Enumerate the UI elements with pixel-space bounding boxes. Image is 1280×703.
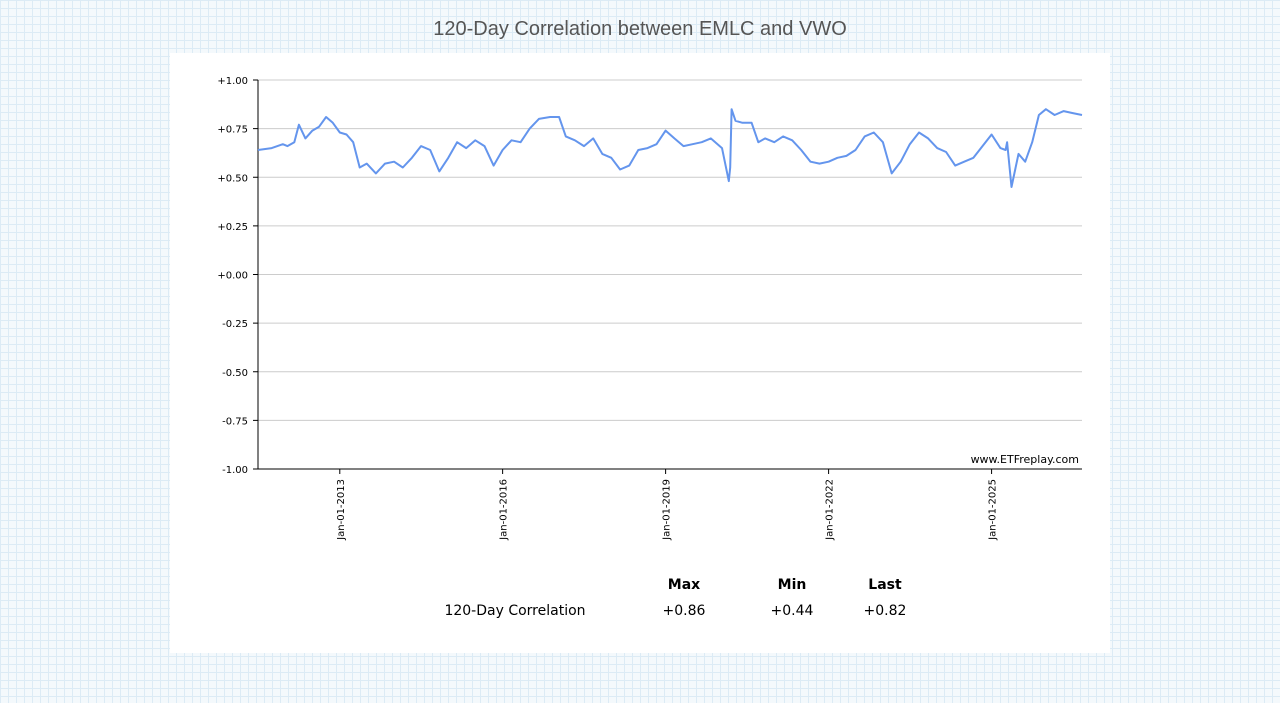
x-tick-label: Jan-01-2016 bbox=[499, 479, 510, 541]
y-tick-label: +0.75 bbox=[217, 125, 248, 136]
x-tick-label: Jan-01-2025 bbox=[988, 479, 999, 541]
y-tick-label: -0.75 bbox=[222, 416, 248, 427]
stats-row-label: 120-Day Correlation bbox=[444, 603, 586, 619]
y-tick-label: -0.25 bbox=[222, 319, 248, 330]
stats-max-value: +0.86 bbox=[662, 603, 706, 619]
chart-panel: +1.00 +0.75 +0.50 +0.25 +0.00 -0.25 -0.50 -0.75… bbox=[170, 53, 1110, 653]
stats-header-max: Max bbox=[667, 577, 701, 593]
grid-lines bbox=[258, 79, 1082, 470]
stats-header-last: Last bbox=[868, 577, 902, 593]
stats-table: Max Min Last 120-Day Correlation +0.86 +… bbox=[400, 575, 924, 623]
stats-min-value: +0.44 bbox=[770, 603, 814, 619]
correlation-chart: +1.00 +0.75 +0.50 +0.25 +0.00 -0.25 -0.50 -0.75… bbox=[217, 76, 1083, 541]
y-tick-label: +1.00 bbox=[217, 76, 248, 87]
x-tick-label: Jan-01-2022 bbox=[825, 479, 836, 541]
axes bbox=[253, 79, 1082, 474]
watermark-text: www.ETFreplay.com bbox=[971, 453, 1079, 466]
y-tick-label: -1.00 bbox=[222, 465, 248, 476]
x-tick-label: Jan-01-2013 bbox=[336, 479, 347, 541]
series-layer bbox=[257, 108, 1083, 188]
stats-header-blank bbox=[400, 575, 630, 599]
stats-header-min: Min bbox=[777, 577, 807, 593]
y-tick-label: +0.00 bbox=[217, 271, 248, 282]
y-tick-label: -0.50 bbox=[222, 368, 248, 379]
tick-labels: +1.00 +0.75 +0.50 +0.25 +0.00 -0.25 -0.50 -0.75… bbox=[217, 76, 998, 541]
y-tick-label: +0.50 bbox=[217, 173, 248, 184]
stats-last-value: +0.82 bbox=[863, 603, 907, 619]
correlation-series-line bbox=[257, 108, 1083, 188]
x-tick-label: Jan-01-2019 bbox=[662, 479, 673, 541]
chart-title: 120-Day Correlation between EMLC and VWO bbox=[433, 18, 847, 40]
stats-row: 120-Day Correlation +0.86 +0.44 +0.82 bbox=[400, 599, 924, 623]
y-tick-label: +0.25 bbox=[217, 222, 248, 233]
stats-header-row: Max Min Last bbox=[400, 575, 924, 599]
